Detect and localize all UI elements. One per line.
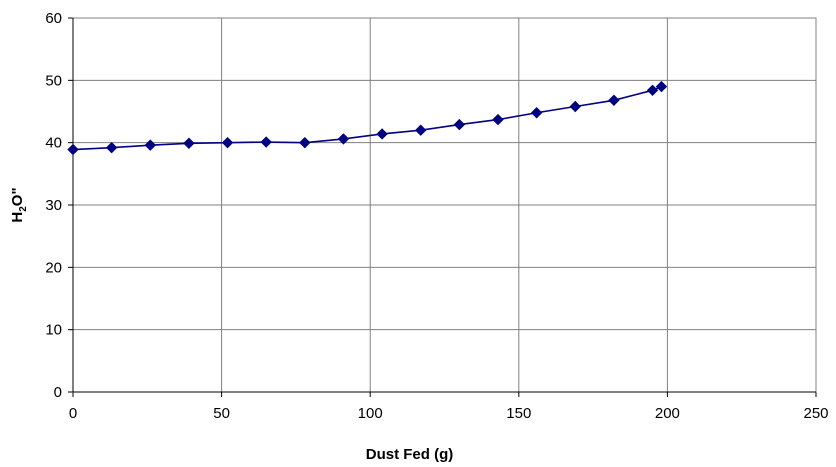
y-axis-title-tail: O": [9, 187, 26, 206]
x-tick-label: 150: [506, 405, 531, 422]
data-point-marker: [655, 80, 668, 93]
data-point-marker: [608, 94, 620, 106]
data-point-marker: [415, 124, 427, 136]
grid-lines: [73, 17, 817, 392]
x-tick-label: 200: [655, 405, 680, 422]
data-point-marker: [260, 136, 272, 148]
data-point-marker: [492, 113, 504, 126]
y-axis-title-main: H: [9, 212, 26, 223]
axes: [68, 17, 817, 397]
y-tick-label: 50: [45, 72, 62, 89]
y-tick-label: 20: [45, 259, 62, 276]
x-axis-title: Dust Fed (g): [366, 446, 454, 463]
y-tick-label: 0: [54, 384, 62, 401]
data-point-marker: [221, 136, 234, 149]
data-point-marker: [183, 137, 195, 149]
y-tick-label: 30: [45, 197, 62, 214]
data-point-marker: [376, 128, 388, 140]
data-point-marker: [144, 139, 156, 151]
x-tick-label: 100: [358, 405, 383, 422]
y-tick-label: 40: [45, 135, 62, 152]
y-tick-label: 60: [45, 10, 62, 27]
x-tick-labels: 0 50 100 150 200 250: [69, 405, 829, 422]
data-point-marker: [569, 100, 581, 113]
data-point-marker: [105, 141, 118, 154]
y-axis-title-subscript: 2: [18, 206, 29, 212]
x-tick-label: 0: [69, 405, 77, 422]
data-point-marker: [530, 107, 543, 119]
data-point-marker: [299, 136, 311, 149]
y-axis-title: H2O": [9, 187, 29, 222]
y-tick-label: 10: [45, 322, 62, 339]
data-point-marker: [337, 133, 350, 145]
data-point-marker: [453, 118, 466, 131]
x-tick-label: 250: [803, 405, 828, 422]
data-point-marker: [646, 84, 659, 97]
x-tick-label: 50: [213, 405, 230, 422]
y-tick-labels: 0 10 20 30 40 50 60: [45, 10, 62, 401]
data-point-marker: [67, 143, 79, 156]
series-line: [72, 85, 662, 151]
data-series: [67, 80, 668, 156]
